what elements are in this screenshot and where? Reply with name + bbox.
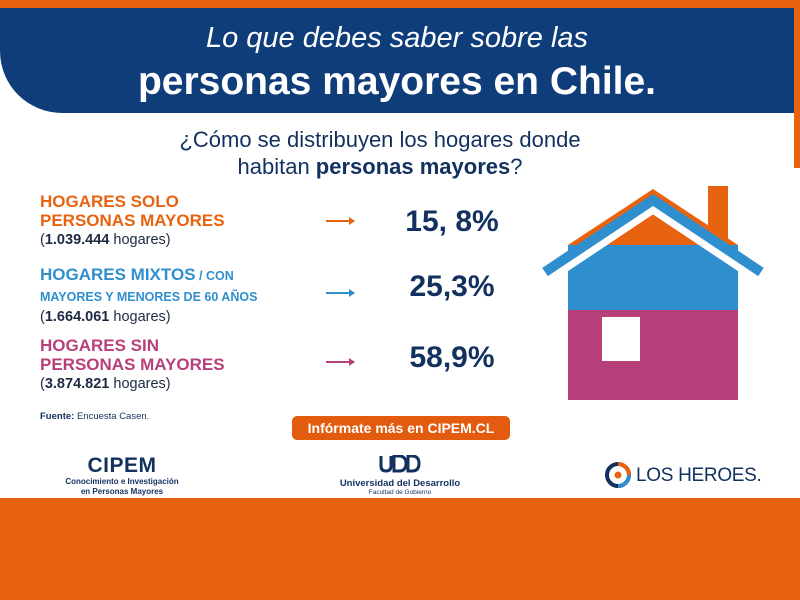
percent-value: 15, 8%: [405, 205, 499, 238]
los-heroes-logo: LOS HEROES.: [604, 461, 762, 491]
cipem-logo-line2: en Personas Mayores: [80, 487, 164, 496]
question-mark: ?: [510, 154, 523, 179]
infographic-card: Lo que debes saber sobre las personas ma…: [0, 8, 794, 498]
row-title: HOGARES SIN PERSONAS MAYORES: [40, 336, 340, 374]
household-row-mixed: HOGARES MIXTOS / CON MAYORES Y MENORES D…: [40, 265, 340, 325]
count-unit: hogares): [109, 376, 171, 392]
banner-subtitle: Lo que debes saber sobre las: [205, 22, 589, 54]
count-value: 1.664.061: [44, 309, 110, 325]
window: [602, 317, 640, 361]
udd-logo-name: Universidad del Desarrollo: [339, 478, 461, 489]
source-label: Fuente:: [40, 411, 75, 422]
row-title-line2: MAYORES Y MENORES DE 60 AÑOS: [40, 290, 258, 304]
row-title-line1-small: / CON: [195, 269, 234, 283]
row-count: (1.664.061 hogares): [40, 309, 340, 325]
banner-title: personas mayores en Chile.: [137, 60, 657, 103]
row-title-line2: PERSONAS MAYORES: [40, 211, 225, 230]
count-open: (: [40, 309, 45, 325]
count-value: 3.874.821: [44, 376, 110, 392]
arrow-icon: [326, 217, 355, 225]
question-heading: ¿Cómo se distribuyen los hogares donde h…: [100, 126, 660, 180]
row-title-line1: HOGARES SOLO: [40, 192, 179, 211]
udd-logo: Universidad del Desarrollo Facultad de G…: [330, 454, 470, 497]
title-banner: Lo que debes saber sobre las personas ma…: [0, 8, 794, 113]
wall-blue: [568, 245, 738, 310]
percent-value: 58,9%: [409, 341, 495, 374]
right-edge-strip: [794, 8, 800, 498]
cipem-link-button[interactable]: Infórmate más en CIPEM.CL: [292, 416, 510, 440]
count-value: 1.039.444: [44, 232, 110, 248]
household-row-without: HOGARES SIN PERSONAS MAYORES (3.874.821 …: [40, 336, 340, 392]
row-title-line1: HOGARES MIXTOS: [40, 265, 196, 284]
roof-outline-blue: [542, 193, 764, 277]
row-count: (1.039.444 hogares): [40, 232, 340, 248]
los-heroes-logo-name: LOS HEROES.: [636, 465, 762, 486]
cipem-logo: CIPEM Conocimiento e Investigación en Pe…: [60, 455, 184, 497]
question-line2-start: habitan: [237, 154, 316, 179]
arrow-icon: [326, 358, 355, 366]
household-row-solo: HOGARES SOLO PERSONAS MAYORES (1.039.444…: [40, 192, 340, 248]
row-title-line2: PERSONAS MAYORES: [40, 355, 225, 374]
row-title-line1: HOGARES SIN: [40, 336, 160, 355]
count-unit: hogares): [109, 309, 171, 325]
question-highlight: personas mayores: [315, 154, 511, 179]
row-title: HOGARES SOLO PERSONAS MAYORES: [40, 192, 340, 230]
house-icon: [542, 186, 764, 400]
count-open: (: [40, 376, 45, 392]
count-unit: hogares): [109, 232, 171, 248]
arrow-icon: [326, 289, 355, 297]
udd-mark-icon: [379, 454, 421, 473]
cipem-logo-line1: Conocimiento e Investigación: [65, 477, 179, 486]
source-text: Encuesta Casen.: [74, 411, 150, 422]
row-title: HOGARES MIXTOS / CON MAYORES Y MENORES D…: [40, 265, 340, 307]
wall-magenta: [568, 310, 738, 400]
source-note: Fuente: Encuesta Casen.: [40, 411, 149, 422]
count-open: (: [40, 232, 45, 248]
row-count: (3.874.821 hogares): [40, 376, 340, 392]
udd-logo-sub: Facultad de Gobierno: [368, 489, 432, 496]
los-heroes-mark-icon: [605, 462, 631, 488]
chimney: [708, 186, 728, 242]
cipem-logo-name: CIPEM: [87, 454, 157, 477]
percent-value: 25,3%: [409, 270, 495, 303]
question-line1: ¿Cómo se distribuyen los hogares donde: [179, 127, 581, 152]
